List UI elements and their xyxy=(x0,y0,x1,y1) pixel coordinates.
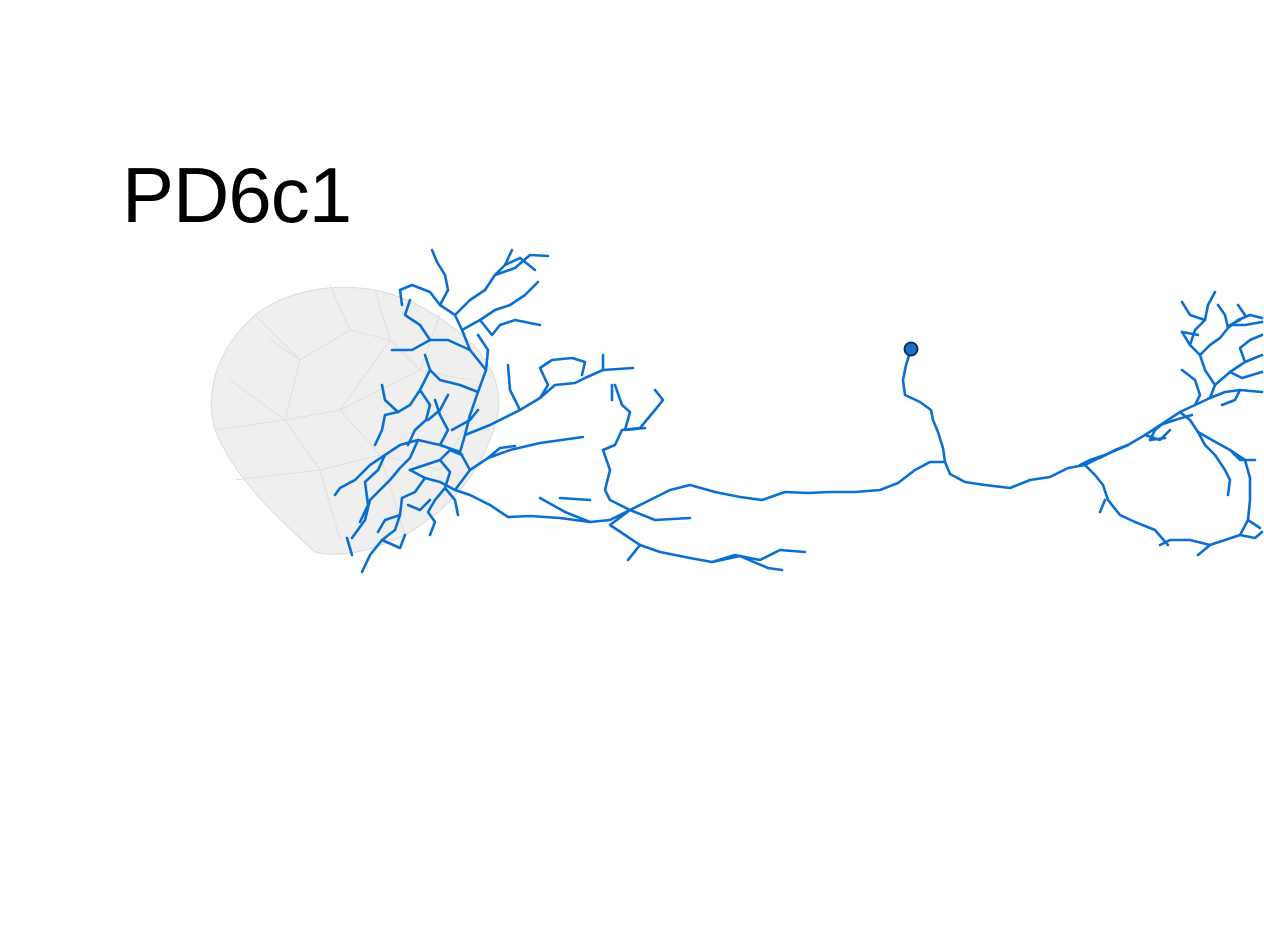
neuropil-mesh xyxy=(210,284,500,555)
primary-neurite xyxy=(901,347,947,464)
soma-marker xyxy=(903,341,919,357)
neuron-skeleton xyxy=(333,248,1264,574)
cell-type-title: PD6c1 xyxy=(122,151,352,239)
axon-trunk-right xyxy=(943,396,1212,490)
axon-trunk-left xyxy=(506,460,947,524)
